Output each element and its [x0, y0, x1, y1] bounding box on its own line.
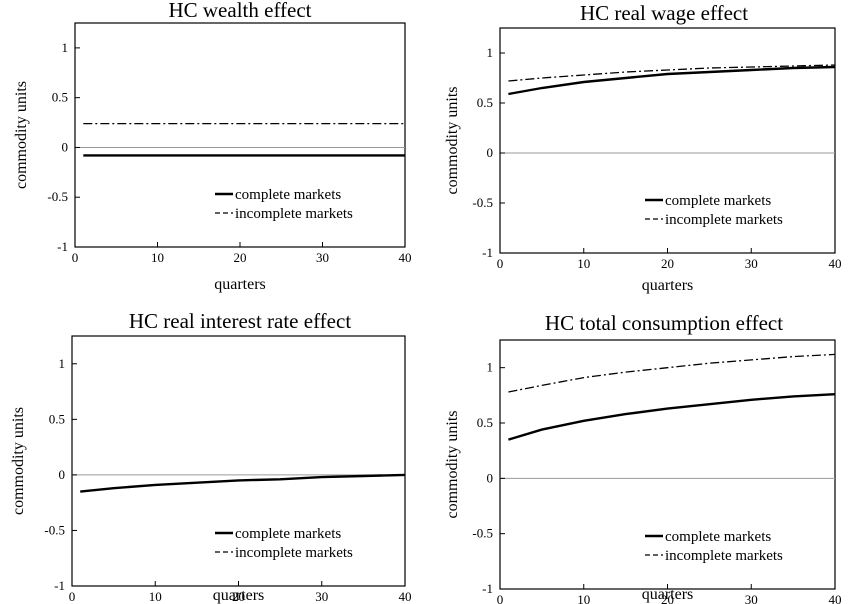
y-tick-label: 0.5 [477, 415, 493, 430]
y-tick-label: 0.5 [477, 95, 493, 110]
x-axis-label: quarters [213, 587, 265, 604]
y-tick-label: 1 [487, 45, 494, 60]
y-tick-label: -0.5 [472, 526, 493, 541]
legend-label: incomplete markets [235, 545, 353, 561]
y-axis-label: commodity units [13, 81, 30, 189]
x-tick-label: 10 [577, 256, 590, 271]
legend-label: incomplete markets [235, 206, 353, 222]
x-axis-label: quarters [642, 586, 694, 603]
y-tick-label: -0.5 [472, 195, 493, 210]
chart-panel-4: HC total consumption effect-1-0.500.510 1… [444, 311, 842, 604]
x-tick-label: 40 [829, 256, 842, 271]
y-tick-label: -1 [482, 245, 493, 260]
x-tick-label: 20 [232, 589, 245, 604]
chart-title: HC real wage effect [580, 1, 748, 25]
x-tick-label: 30 [316, 250, 329, 265]
chart-panel-3: HC real interest rate effect-1-0.500.510… [10, 309, 412, 604]
legend-label: complete markets [665, 193, 771, 209]
chart-panel-1: HC wealth effect-1-0.500.510 10 20 30 40quar… [13, 0, 412, 293]
x-tick-label: 40 [399, 589, 412, 604]
series-line-complete [80, 473, 406, 493]
chart-title: HC wealth effect [168, 0, 311, 22]
x-tick-label: 10 [577, 592, 590, 604]
x-tick-label: 20 [661, 592, 674, 604]
x-tick-label: 0 [497, 592, 504, 604]
y-tick-label: -1 [54, 578, 65, 593]
series-line-incomplete [508, 64, 836, 82]
legend-label: incomplete markets [665, 212, 783, 228]
x-tick-label: 40 [829, 592, 842, 604]
legend-label: complete markets [235, 187, 341, 203]
legend-label: complete markets [665, 529, 771, 545]
y-axis-label: commodity units [10, 407, 27, 515]
y-tick-label: 0 [487, 470, 494, 485]
x-tick-label: 20 [661, 256, 674, 271]
x-tick-label: 0 [72, 250, 79, 265]
chart-title: HC total consumption effect [545, 311, 783, 335]
y-tick-label: -0.5 [44, 522, 65, 537]
x-axis-label: quarters [214, 276, 266, 293]
y-tick-label: 0 [487, 145, 494, 160]
chart-title: HC real interest rate effect [129, 309, 351, 333]
legend-label: complete markets [235, 526, 341, 542]
y-tick-label: 0 [59, 467, 66, 482]
x-axis-label: quarters [642, 277, 694, 294]
y-tick-label: 0 [62, 139, 69, 154]
series-line-incomplete [508, 353, 836, 393]
y-tick-label: 0.5 [49, 411, 65, 426]
x-tick-label: 30 [315, 589, 328, 604]
y-tick-label: -0.5 [47, 189, 68, 204]
series-line-incomplete [80, 474, 406, 493]
chart-panel-2: HC real wage effect-1-0.500.510 10 20 30 40q… [444, 1, 842, 294]
y-tick-label: 1 [62, 40, 69, 55]
x-tick-label: 0 [497, 256, 504, 271]
y-tick-label: 0.5 [52, 90, 68, 105]
x-tick-label: 10 [149, 589, 162, 604]
y-tick-label: 1 [487, 360, 494, 375]
y-tick-label: 1 [59, 356, 66, 371]
x-tick-label: 30 [745, 256, 758, 271]
y-tick-label: -1 [57, 239, 68, 254]
x-tick-label: 0 [69, 589, 76, 604]
x-tick-label: 40 [399, 250, 412, 265]
series-line-complete [508, 65, 836, 96]
legend-label: incomplete markets [665, 548, 783, 564]
y-axis-label: commodity units [444, 411, 461, 519]
y-tick-label: -1 [482, 581, 493, 596]
x-tick-label: 10 [151, 250, 164, 265]
x-tick-label: 30 [745, 592, 758, 604]
x-tick-label: 20 [234, 250, 247, 265]
y-axis-label: commodity units [444, 87, 461, 195]
series-line-complete [508, 393, 836, 441]
